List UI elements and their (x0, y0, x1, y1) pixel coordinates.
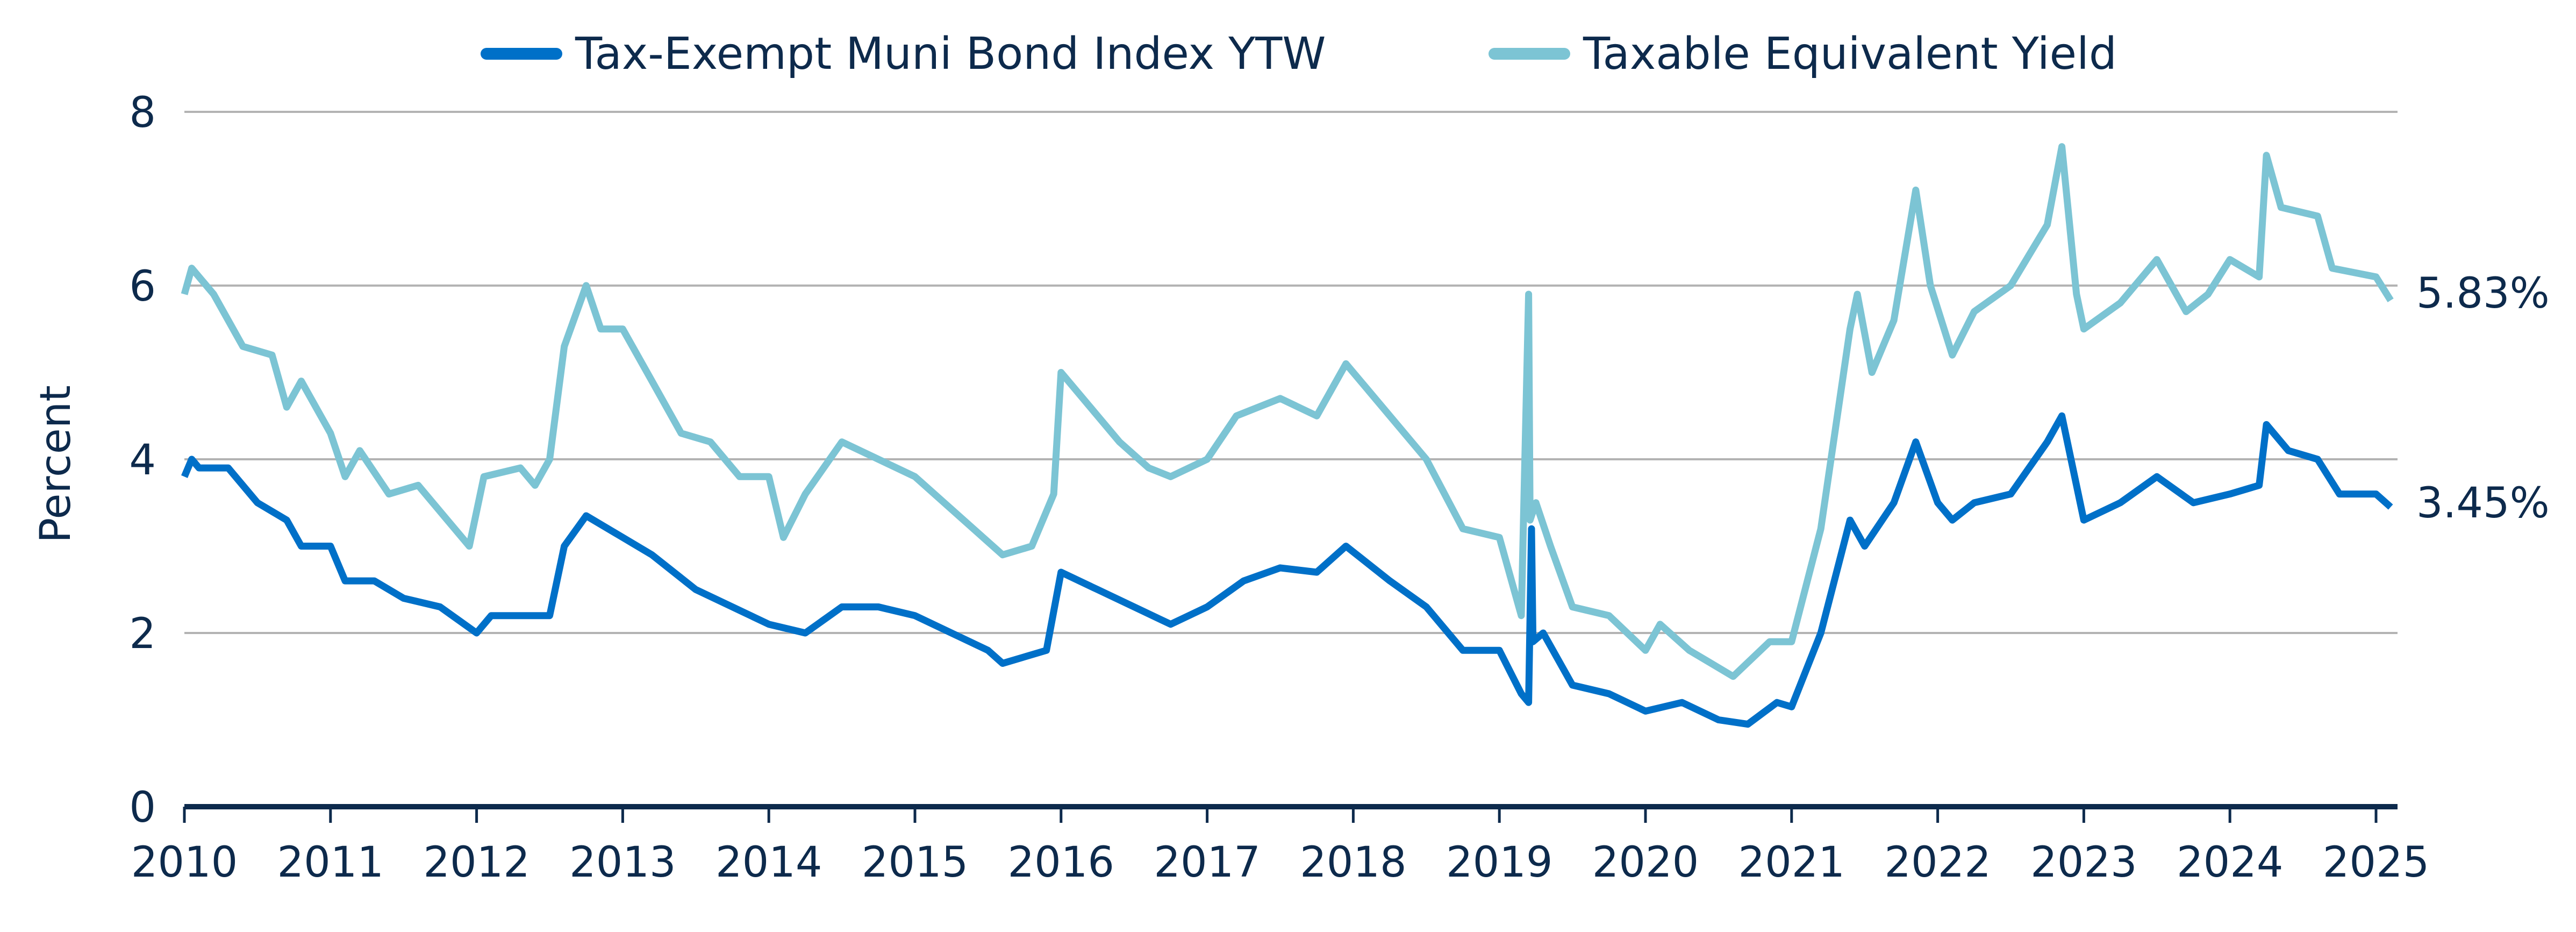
legend: Tax-Exempt Muni Bond Index YTW Taxable E… (481, 29, 2117, 80)
x-tick-label: 2015 (862, 838, 969, 887)
x-axis (183, 804, 2398, 823)
legend-item-taxable[interactable]: Taxable Equivalent Yield (1489, 29, 2117, 80)
y-tick-label: 4 (129, 436, 156, 485)
legend-item-muni[interactable]: Tax-Exempt Muni Bond Index YTW (481, 29, 1326, 80)
series-line-muni (181, 412, 2393, 728)
legend-label-taxable: Taxable Equivalent Yield (1583, 29, 2117, 80)
x-tick-label: 2012 (423, 838, 530, 887)
series-line-taxable (181, 143, 2394, 680)
x-tick-label: 2023 (2030, 838, 2137, 887)
x-tick-label: 2016 (1008, 838, 1115, 887)
x-tick-label: 2025 (2323, 838, 2430, 887)
y-tick-label: 6 (129, 262, 156, 311)
x-tick-label: 2011 (277, 838, 384, 887)
x-tick-label: 2013 (569, 838, 676, 887)
x-tick-label: 2024 (2177, 838, 2284, 887)
x-tick-labels: 2010 2011 2012 2013 2014 2015 2016 2017 2018 2019… (131, 838, 2430, 887)
y-axis-label: Percent (32, 385, 80, 543)
x-tick-label: 2014 (715, 838, 822, 887)
legend-label-muni: Tax-Exempt Muni Bond Index YTW (575, 29, 1326, 80)
x-tick-label: 2010 (131, 838, 238, 887)
y-tick-labels: 0 2 4 6 8 (129, 89, 156, 832)
x-tick-label: 2022 (1884, 838, 1991, 887)
x-tick-label: 2018 (1300, 838, 1407, 887)
gridlines (184, 111, 2398, 634)
x-tick-label: 2020 (1592, 838, 1699, 887)
y-tick-label: 0 (129, 784, 156, 832)
x-tick-label: 2017 (1154, 838, 1261, 887)
end-label-taxable: 5.83% (2416, 269, 2550, 318)
x-tick-label: 2021 (1738, 838, 1845, 887)
x-tick-label: 2019 (1446, 838, 1553, 887)
y-tick-label: 8 (129, 89, 156, 137)
end-label-muni: 3.45% (2416, 479, 2550, 528)
y-tick-label: 2 (129, 610, 156, 658)
series-lines (181, 143, 2394, 728)
